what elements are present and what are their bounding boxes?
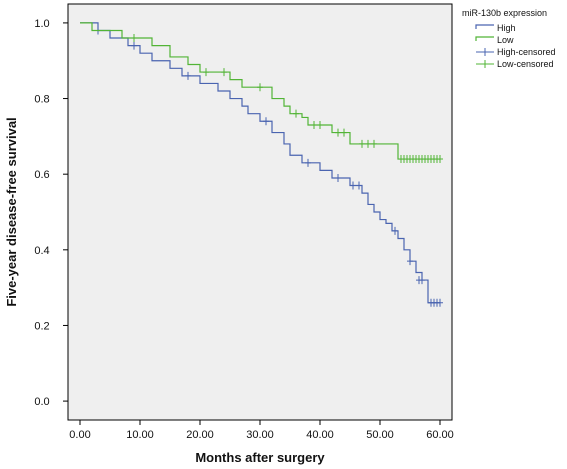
x-axis: 0.00 10.00 20.00 30.00 40.00 50.00 60.00 <box>69 420 454 441</box>
y-tick-label: 0.6 <box>34 169 49 181</box>
censored-mark <box>335 128 341 137</box>
legend-label: High <box>497 23 516 33</box>
y-tick-label: 0.0 <box>34 396 49 408</box>
censored-mark <box>365 139 371 148</box>
legend-swatch <box>476 48 494 56</box>
y-tick-label: 0.8 <box>34 94 49 106</box>
censored-mark <box>131 34 137 43</box>
censored-mark <box>437 155 443 164</box>
legend-label: High-censored <box>497 47 556 57</box>
censored-mark <box>359 139 365 148</box>
censored-mark <box>203 68 209 77</box>
y-axis: 0.0 0.2 0.4 0.6 0.8 1.0 <box>34 18 68 408</box>
y-axis-title: Five-year disease-free survival <box>4 117 19 306</box>
x-tick-label: 0.00 <box>69 429 90 441</box>
censored-mark <box>356 181 362 190</box>
x-tick-label: 50.00 <box>366 429 394 441</box>
y-tick-label: 1.0 <box>34 18 49 30</box>
censored-mark <box>221 68 227 77</box>
x-tick-label: 30.00 <box>246 429 274 441</box>
legend-swatch <box>475 36 494 41</box>
censored-mark <box>350 181 356 190</box>
series-layer <box>80 22 443 307</box>
legend-label: Low-censored <box>497 59 554 69</box>
censored-mark <box>131 41 137 50</box>
censored-mark <box>419 276 425 285</box>
censored-mark <box>335 173 341 182</box>
censored-mark <box>407 257 413 266</box>
censored-mark <box>437 298 443 307</box>
censored-mark <box>392 226 398 235</box>
y-tick-label: 0.4 <box>34 245 49 257</box>
censored-mark <box>311 121 317 130</box>
plot-area <box>67 3 453 421</box>
censored-mark <box>371 139 377 148</box>
legend-title: miR-130b expression <box>462 8 547 18</box>
x-axis-title: Months after surgery <box>195 450 325 465</box>
legend: miR-130b expression High Low High-censored… <box>462 8 556 69</box>
x-tick-label: 60.00 <box>426 429 454 441</box>
censored-mark <box>185 71 191 80</box>
legend-swatch <box>475 24 494 29</box>
legend-label: Low <box>497 35 514 45</box>
censored-mark <box>263 117 269 126</box>
series-line-high <box>80 22 440 304</box>
x-tick-label: 20.00 <box>186 429 214 441</box>
censored-mark <box>341 128 347 137</box>
censored-mark <box>305 158 311 167</box>
x-tick-label: 40.00 <box>306 429 334 441</box>
x-tick-label: 10.00 <box>126 429 154 441</box>
legend-swatch <box>476 60 494 68</box>
censored-mark <box>293 109 299 118</box>
censored-mark <box>317 121 323 130</box>
y-tick-label: 0.2 <box>34 320 49 332</box>
censored-mark <box>257 83 263 92</box>
